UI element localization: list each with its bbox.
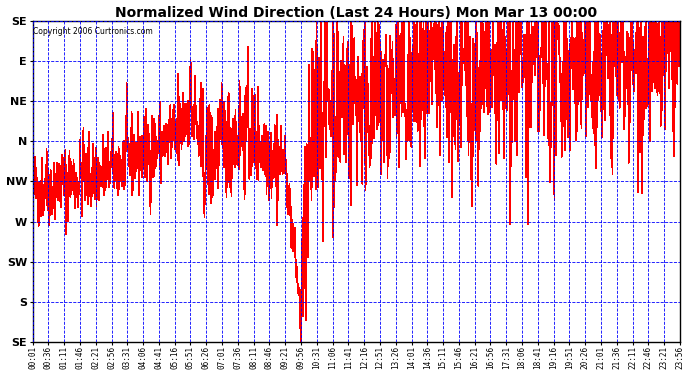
Text: Copyright 2006 Curtronics.com: Copyright 2006 Curtronics.com <box>33 27 153 36</box>
Title: Normalized Wind Direction (Last 24 Hours) Mon Mar 13 00:00: Normalized Wind Direction (Last 24 Hours… <box>115 6 598 20</box>
